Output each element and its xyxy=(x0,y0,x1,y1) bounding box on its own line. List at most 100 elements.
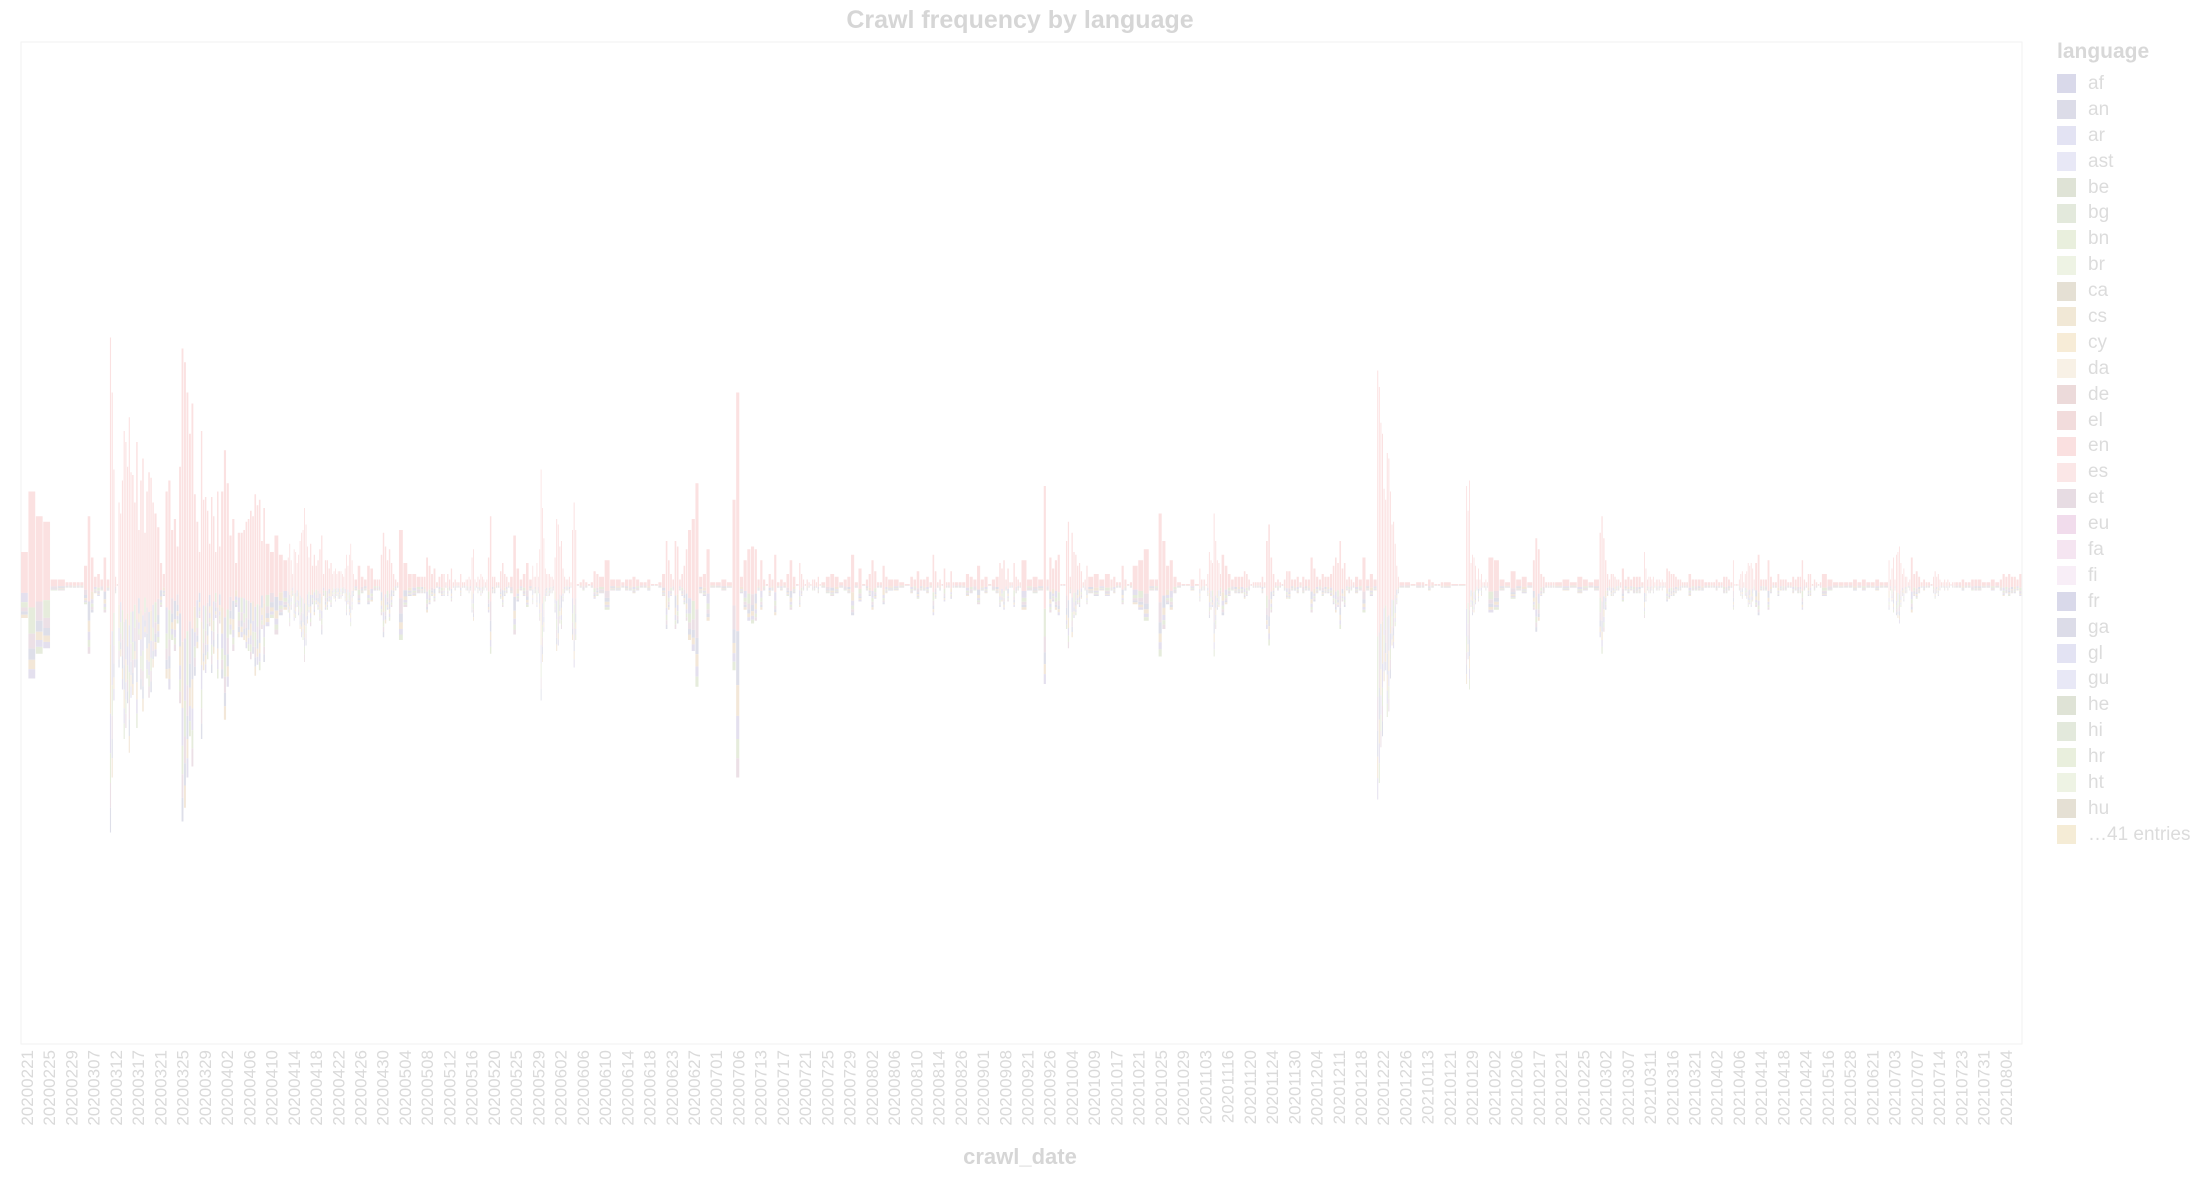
bar-20201222-1 xyxy=(1378,387,1380,783)
bar-segment xyxy=(80,585,84,587)
bar-20200317-4 xyxy=(140,480,142,690)
bar-segment xyxy=(882,589,885,596)
bar-segment xyxy=(1757,600,1760,606)
bar-segment xyxy=(403,602,408,605)
bar-segment xyxy=(553,589,555,590)
bar-segment xyxy=(1888,590,1890,598)
bar-segment xyxy=(672,589,675,590)
bar-20210113-5 xyxy=(1437,584,1441,586)
bar-segment xyxy=(317,597,319,602)
bar-segment xyxy=(1799,591,1802,593)
bar-segment xyxy=(1476,589,1478,590)
bar-segment xyxy=(1725,591,1728,593)
bar-segment xyxy=(386,607,389,610)
bar-20200516-3 xyxy=(470,579,471,591)
bar-segment xyxy=(1750,599,1752,603)
bar-segment xyxy=(593,594,596,596)
bar-segment xyxy=(1672,592,1675,594)
bar-20200725-0 xyxy=(821,582,826,588)
bar-segment xyxy=(1274,585,1277,587)
bar-segment xyxy=(261,595,263,608)
bar-segment xyxy=(952,582,955,586)
bar-20201120-5 xyxy=(1254,582,1257,588)
bar-20200814-8 xyxy=(950,571,952,599)
bar-segment xyxy=(632,591,636,593)
bar-segment xyxy=(308,609,310,613)
bar-segment xyxy=(335,598,336,600)
bar-segment xyxy=(1605,590,1607,598)
bar-segment xyxy=(1807,592,1810,594)
bar-segment xyxy=(1833,585,1838,587)
bar-segment xyxy=(1746,594,1748,596)
bar-20200430-7 xyxy=(390,563,393,607)
bar-segment xyxy=(1752,593,1754,597)
bar-segment xyxy=(715,585,721,587)
bar-20201130-5 xyxy=(1302,576,1305,594)
bar-segment xyxy=(570,582,572,586)
bar-segment xyxy=(354,587,358,589)
bar-segment xyxy=(732,499,736,606)
bar-segment xyxy=(1765,587,1767,589)
bar-segment xyxy=(1202,589,1204,591)
bar-20210528-2 xyxy=(1853,579,1857,591)
bar-20200512-6 xyxy=(454,579,456,591)
bar-segment xyxy=(378,588,381,590)
bar-segment xyxy=(1324,586,1327,590)
bar-segment xyxy=(939,587,941,589)
bar-segment xyxy=(481,586,483,590)
bar-segment xyxy=(237,632,240,638)
bar-20210406-10 xyxy=(1747,563,1749,607)
bar-segment xyxy=(615,587,621,589)
bar-segment xyxy=(333,594,335,596)
bar-segment xyxy=(1532,590,1535,598)
bar-segment xyxy=(1138,601,1144,605)
bar-segment xyxy=(188,721,191,737)
bar-segment xyxy=(1782,586,1785,588)
bar-segment xyxy=(1485,587,1487,589)
bar-segment xyxy=(1605,597,1607,602)
bar-segment xyxy=(1807,593,1810,595)
bar-segment xyxy=(1644,552,1645,593)
bar-segment xyxy=(1077,598,1079,601)
bar-segment xyxy=(1738,588,1740,590)
bar-segment xyxy=(1624,587,1627,589)
bar-segment xyxy=(321,618,323,625)
bar-segment xyxy=(721,586,727,588)
bar-segment xyxy=(1088,592,1094,594)
bar-segment xyxy=(423,592,426,594)
bar-segment xyxy=(546,574,548,588)
bar-segment xyxy=(206,510,209,603)
bar-20210402-4 xyxy=(1720,582,1723,588)
bar-segment xyxy=(120,649,122,657)
bar-segment xyxy=(1478,598,1479,600)
bar-segment xyxy=(1394,622,1396,627)
bar-segment xyxy=(847,590,851,592)
bar-20200422-7 xyxy=(341,574,343,596)
bar-20201116-5 xyxy=(1237,576,1241,594)
bar-segment xyxy=(851,605,855,610)
bar-segment xyxy=(171,613,174,623)
bar-segment xyxy=(146,669,148,679)
bar-20201124-4 xyxy=(1274,582,1277,588)
bar-segment xyxy=(307,619,308,624)
bar-segment xyxy=(916,594,920,596)
bar-segment xyxy=(289,543,291,595)
bar-segment xyxy=(1668,592,1671,595)
bar-segment xyxy=(564,592,566,594)
bar-segment xyxy=(125,699,127,714)
bar-segment xyxy=(958,582,962,586)
bar-segment xyxy=(984,590,988,592)
bar-segment xyxy=(572,613,574,623)
bar-segment xyxy=(165,607,168,634)
bar-20200701-2 xyxy=(721,579,727,591)
bar-segment xyxy=(1641,582,1644,586)
bar-segment xyxy=(162,592,165,594)
bar-20200508-7 xyxy=(438,576,441,594)
bar-segment xyxy=(812,588,814,590)
bar-segment xyxy=(1324,592,1327,594)
bar-segment xyxy=(144,620,146,627)
bar-segment xyxy=(473,603,474,610)
bar-segment xyxy=(301,532,303,598)
bar-segment xyxy=(1067,628,1070,636)
bar-segment xyxy=(1516,589,1522,590)
